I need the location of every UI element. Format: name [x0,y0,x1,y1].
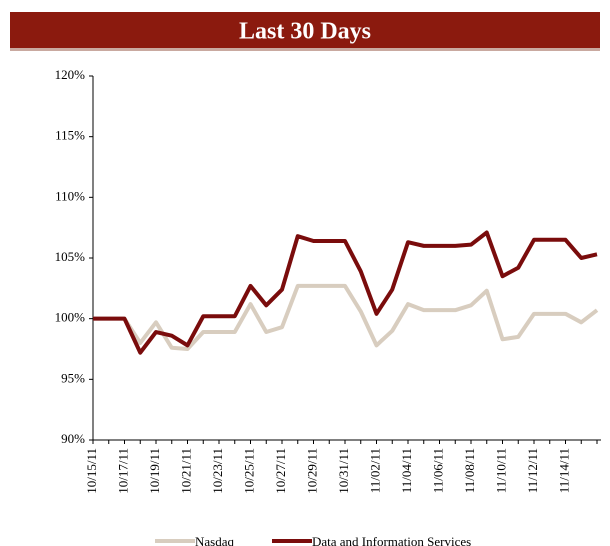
x-tick-label: 11/08/11 [462,448,477,493]
title-bar [10,12,600,50]
y-tick-label: 100% [55,310,86,325]
x-tick-label: 10/23/11 [210,448,225,494]
x-tick-label: 10/15/11 [84,448,99,494]
y-tick-label: 115% [55,128,85,143]
chart-title: Last 30 Days [239,19,371,45]
x-tick-label: 10/19/11 [147,448,162,494]
x-tick-label: 10/25/11 [241,448,256,494]
x-tick-label: 10/29/11 [304,448,319,494]
x-tick-label: 11/12/11 [525,448,540,493]
y-tick-label: 90% [61,431,85,446]
y-tick-label: 110% [55,188,85,203]
x-tick-label: 11/10/11 [493,448,508,493]
y-tick-label: 120% [55,67,86,82]
x-tick-label: 11/04/11 [399,448,414,493]
y-tick-label: 95% [61,370,85,385]
x-tick-label: 11/02/11 [367,448,382,493]
x-tick-label: 10/17/11 [115,448,130,494]
legend-label: Nasdaq [195,534,234,546]
x-tick-label: 11/06/11 [430,448,445,493]
series-line [93,283,599,351]
series-line [93,230,598,355]
x-tick-label: 10/27/11 [273,448,288,494]
y-tick-label: 105% [55,249,86,264]
title-bar-shadow [10,48,600,51]
x-tick-label: 10/31/11 [336,448,351,494]
legend-label: Data and Information Services [312,534,471,546]
x-tick-label: 11/14/11 [556,448,571,493]
x-tick-label: 10/21/11 [178,448,193,494]
